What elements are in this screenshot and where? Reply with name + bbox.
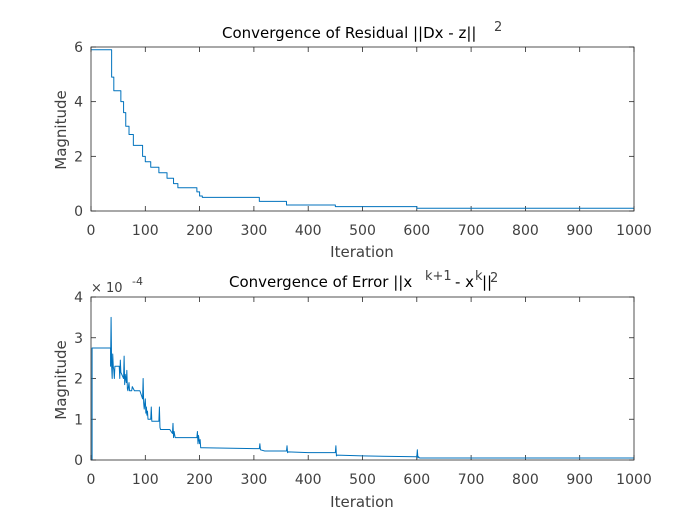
error-plot-y-tick-label: 2 <box>74 372 83 388</box>
residual-plot-x-tick-label: 500 <box>349 223 376 239</box>
residual-plot-series-line <box>91 49 634 209</box>
residual-plot-frame <box>90 46 635 212</box>
residual-plot: Convergence of Residual ||Dx - z|| 2 0 10… <box>52 20 652 261</box>
residual-plot-x-tick-label: 0 <box>87 223 96 239</box>
residual-plot-x-tick-label: 300 <box>241 223 268 239</box>
error-plot-x-tick-label: 600 <box>403 472 430 488</box>
error-plot: Convergence of Error ||x k+1 - x k || 2 … <box>52 269 652 511</box>
residual-plot-x-tick-label: 200 <box>186 223 213 239</box>
residual-plot-x-tick-label: 800 <box>512 223 539 239</box>
residual-plot-y-tick-label: 0 <box>74 204 83 220</box>
residual-plot-y-tick-label: 4 <box>74 95 83 111</box>
error-plot-x-tick-label: 800 <box>512 472 539 488</box>
error-plot-y-tick-label: 4 <box>74 290 83 306</box>
error-plot-y-tick-label: 0 <box>74 453 83 469</box>
residual-plot-x-tick-label: 100 <box>132 223 159 239</box>
residual-plot-x-tick-label: 900 <box>566 223 593 239</box>
error-plot-x-tick-label: 400 <box>295 472 322 488</box>
error-plot-y-tick-label: 3 <box>74 331 83 347</box>
error-plot-ticks: 0 100 200 300 400 500 600 700 800 900 1000 0 1 2 3 4 <box>74 290 652 488</box>
error-plot-title-middle: - x <box>455 273 474 291</box>
error-plot-multiplier: × 10 <box>91 281 123 296</box>
residual-plot-y-label: Magnitude <box>52 90 70 169</box>
residual-plot-ticks: 0 100 200 300 400 500 600 700 800 900 1000 0 2 4 6 <box>74 40 652 239</box>
error-plot-series <box>91 316 634 461</box>
error-plot-multiplier-exponent: -4 <box>132 275 143 288</box>
error-plot-title-exponent-1: k+1 <box>425 269 452 284</box>
error-plot-x-tick-label: 100 <box>132 472 159 488</box>
error-plot-frame <box>90 296 635 461</box>
error-plot-x-tick-label: 500 <box>349 472 376 488</box>
residual-plot-x-tick-label: 400 <box>295 223 322 239</box>
error-plot-x-tick-label: 700 <box>458 472 485 488</box>
residual-plot-x-tick-label: 600 <box>403 223 430 239</box>
residual-plot-x-tick-label: 1000 <box>616 223 652 239</box>
residual-plot-x-tick-label: 700 <box>458 223 485 239</box>
residual-plot-title: Convergence of Residual ||Dx - z|| <box>222 24 476 42</box>
error-plot-x-tick-label: 200 <box>186 472 213 488</box>
residual-plot-series <box>91 49 634 209</box>
error-plot-title-exponent-3: 2 <box>490 271 498 286</box>
error-plot-x-tick-label: 300 <box>241 472 268 488</box>
error-plot-series-line <box>91 316 634 461</box>
residual-plot-y-tick-label: 6 <box>74 40 83 56</box>
error-plot-x-tick-label: 0 <box>87 472 96 488</box>
error-plot-x-label: Iteration <box>330 493 394 511</box>
error-plot-title-end: || <box>482 273 492 291</box>
residual-plot-y-tick-label: 2 <box>74 149 83 165</box>
residual-plot-title-exponent: 2 <box>494 20 502 35</box>
error-plot-y-label: Magnitude <box>52 340 70 419</box>
error-plot-title: Convergence of Error ||x <box>229 273 412 291</box>
error-plot-title-exponent-2: k <box>475 269 483 284</box>
error-plot-y-tick-label: 1 <box>74 412 83 428</box>
error-plot-x-tick-label: 900 <box>566 472 593 488</box>
residual-plot-x-label: Iteration <box>330 243 394 261</box>
error-plot-x-tick-label: 1000 <box>616 472 652 488</box>
